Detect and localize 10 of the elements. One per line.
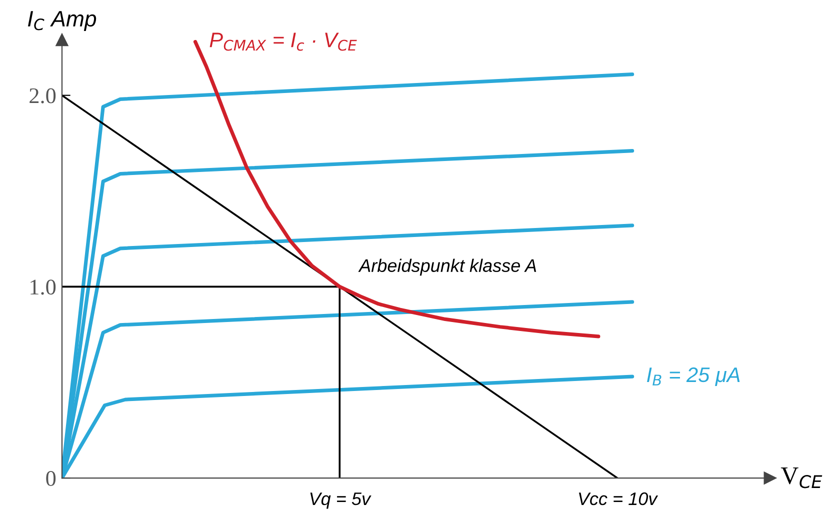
x-tick-label: Vcc = 10v [578,492,658,506]
series-label: I$_{B}$ = 25 μA [647,367,740,386]
annotation: Arbeidspunkt klasse A [358,258,536,276]
y-axis-title: I$_{C}$ Amp [28,11,96,31]
x-tick-label: Vq = 5v [310,492,372,509]
x-axis-title: V$_{CE}$ [780,468,822,488]
y-tick-label: 1.0 [30,280,56,295]
y-tick-label: 0 [46,470,56,486]
y-tick-label: 2.0 [30,88,56,104]
series-label: P$_{CMAX}$ = I$_{c}$ · V$_{CE}$ [210,32,357,51]
